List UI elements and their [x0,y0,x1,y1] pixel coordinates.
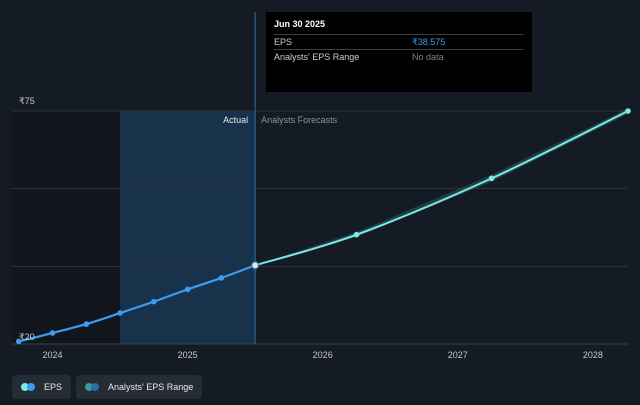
eps-actual-point[interactable] [49,330,56,336]
eps-forecast-point[interactable] [625,108,631,114]
eps-forecast-point[interactable] [353,231,360,238]
x-tick-label: 2027 [448,350,468,360]
eps-forecast-line [254,110,629,267]
tooltip-eps-label: EPS [274,37,293,47]
eps-actual-line [18,264,256,343]
legend-item-eps[interactable]: EPS [12,375,72,399]
eps-actual-point[interactable] [15,338,22,345]
eps-range-band [255,108,628,266]
forecast-label: Analysts Forecasts [261,115,338,125]
x-tick-label: 2028 [583,350,603,360]
y-tick-top: ₹75 [19,96,35,106]
x-tick-label: 2026 [313,350,333,360]
x-tick-label: 2024 [43,350,63,360]
eps-actual-point[interactable] [184,286,191,293]
eps-highlight-point[interactable] [251,261,260,270]
tooltip-row-eps: EPS ₹38.575 [274,34,524,49]
actual-label: Actual [223,115,248,125]
legend-eps-label: EPS [44,382,63,392]
legend-range-label: Analysts' EPS Range [108,382,194,392]
legend: EPS Analysts' EPS Range [12,375,203,399]
eps-actual-point[interactable] [151,298,157,305]
legend-item-range[interactable]: Analysts' EPS Range [76,375,203,399]
tooltip-range-label: Analysts' EPS Range [274,52,360,62]
tooltip-row-range: Analysts' EPS Range No data [274,49,524,63]
y-tick-bottom: ₹20 [19,332,35,342]
tooltip-date: Jun 30 2025 [274,19,326,29]
legend-eps-icon [21,383,37,391]
highlight-region [120,111,256,344]
actual-dark-region [12,111,121,344]
tooltip: Jun 30 2025 EPS ₹38.575 Analysts' EPS Ra… [266,12,532,92]
eps-actual-point[interactable] [218,275,225,281]
eps-actual-point[interactable] [83,321,90,327]
legend-range-icon [85,383,101,391]
eps-actual-point[interactable] [117,310,123,316]
x-tick-label: 2025 [178,350,198,360]
tooltip-range-value: No data [412,52,444,62]
tooltip-eps-value: ₹38.575 [412,37,446,47]
eps-forecast-point[interactable] [488,175,495,182]
